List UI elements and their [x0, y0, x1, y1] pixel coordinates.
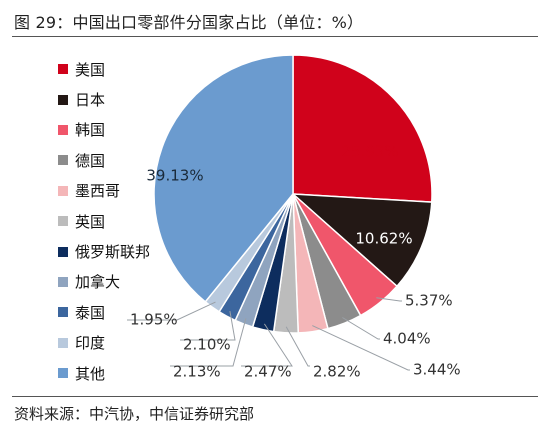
data-label-5: 3.44% [413, 361, 461, 379]
legend-label: 日本 [75, 91, 106, 110]
leader-line-7 [241, 323, 293, 367]
legend-swatch [58, 94, 68, 105]
data-label-10: 1.95% [130, 311, 178, 329]
legend-item: 墨西哥 [58, 176, 150, 206]
legend-item: 俄罗斯联邦 [58, 236, 150, 266]
data-label-7: 2.47% [244, 363, 292, 381]
data-label-9: 2.10% [183, 336, 231, 354]
legend-item: 其他 [58, 358, 150, 388]
top-rule [12, 36, 538, 37]
legend-label: 美国 [75, 60, 106, 79]
leader-line-9 [180, 311, 236, 341]
legend-swatch [58, 276, 68, 287]
data-label-1: 25.93% [341, 143, 398, 161]
legend-label: 俄罗斯联邦 [75, 243, 151, 262]
legend-swatch [58, 64, 68, 75]
data-label-8: 2.13% [173, 363, 221, 381]
chart-title: 图 29：中国出口零部件分国家占比（单位：%） [14, 13, 364, 32]
pie-slices [153, 54, 433, 334]
legend-item: 英国 [58, 206, 150, 236]
legend-label: 韩国 [75, 121, 106, 140]
data-label-4: 4.04% [383, 330, 431, 348]
legend-swatch [58, 124, 68, 135]
legend-label: 其他 [75, 364, 106, 383]
legend-swatch [58, 185, 68, 196]
data-label-2: 10.62% [355, 230, 412, 248]
legend-label: 印度 [75, 334, 106, 353]
legend-swatch [58, 246, 68, 257]
bottom-rule [12, 396, 538, 397]
legend-item: 韩国 [58, 115, 150, 145]
leader-line-8 [170, 318, 247, 367]
data-labels: 25.93% 10.62% 5.37% 4.04% 3.44% 2.82% 2.47% 2.1… [130, 143, 461, 381]
legend-label: 泰国 [75, 303, 106, 322]
pie-slice-11 [153, 54, 294, 303]
legend-label: 加拿大 [75, 273, 121, 292]
legend-item: 印度 [58, 328, 150, 358]
pie-slice-2 [290, 193, 433, 288]
legend-swatch [58, 155, 68, 166]
legend-swatch [58, 216, 68, 227]
leader-line-4 [342, 317, 380, 340]
legend-label: 德国 [75, 151, 106, 170]
legend-item: 德国 [58, 145, 150, 175]
data-label-11: 39.13% [146, 167, 203, 185]
legend-item: 日本 [58, 84, 150, 114]
legend-swatch [58, 368, 68, 379]
source-note: 资料来源：中汽协，中信证券研究部 [14, 405, 255, 423]
data-label-3: 5.37% [405, 292, 453, 310]
chart-legend: 美国日本韩国德国墨西哥英国俄罗斯联邦加拿大泰国印度其他 [58, 54, 150, 388]
legend-item: 泰国 [58, 297, 150, 327]
legend-item: 加拿大 [58, 267, 150, 297]
legend-label: 墨西哥 [75, 182, 121, 201]
legend-item: 美国 [58, 54, 150, 84]
leader-line-3 [376, 297, 402, 302]
legend-label: 英国 [75, 212, 106, 231]
pie-slice-1 [292, 54, 433, 203]
leader-line-6 [285, 326, 310, 367]
data-label-6: 2.82% [313, 363, 361, 381]
legend-swatch [58, 337, 68, 348]
leader-line-5 [312, 325, 410, 371]
leader-line-10 [127, 301, 216, 321]
legend-swatch [58, 307, 68, 318]
leader-lines [127, 297, 410, 371]
